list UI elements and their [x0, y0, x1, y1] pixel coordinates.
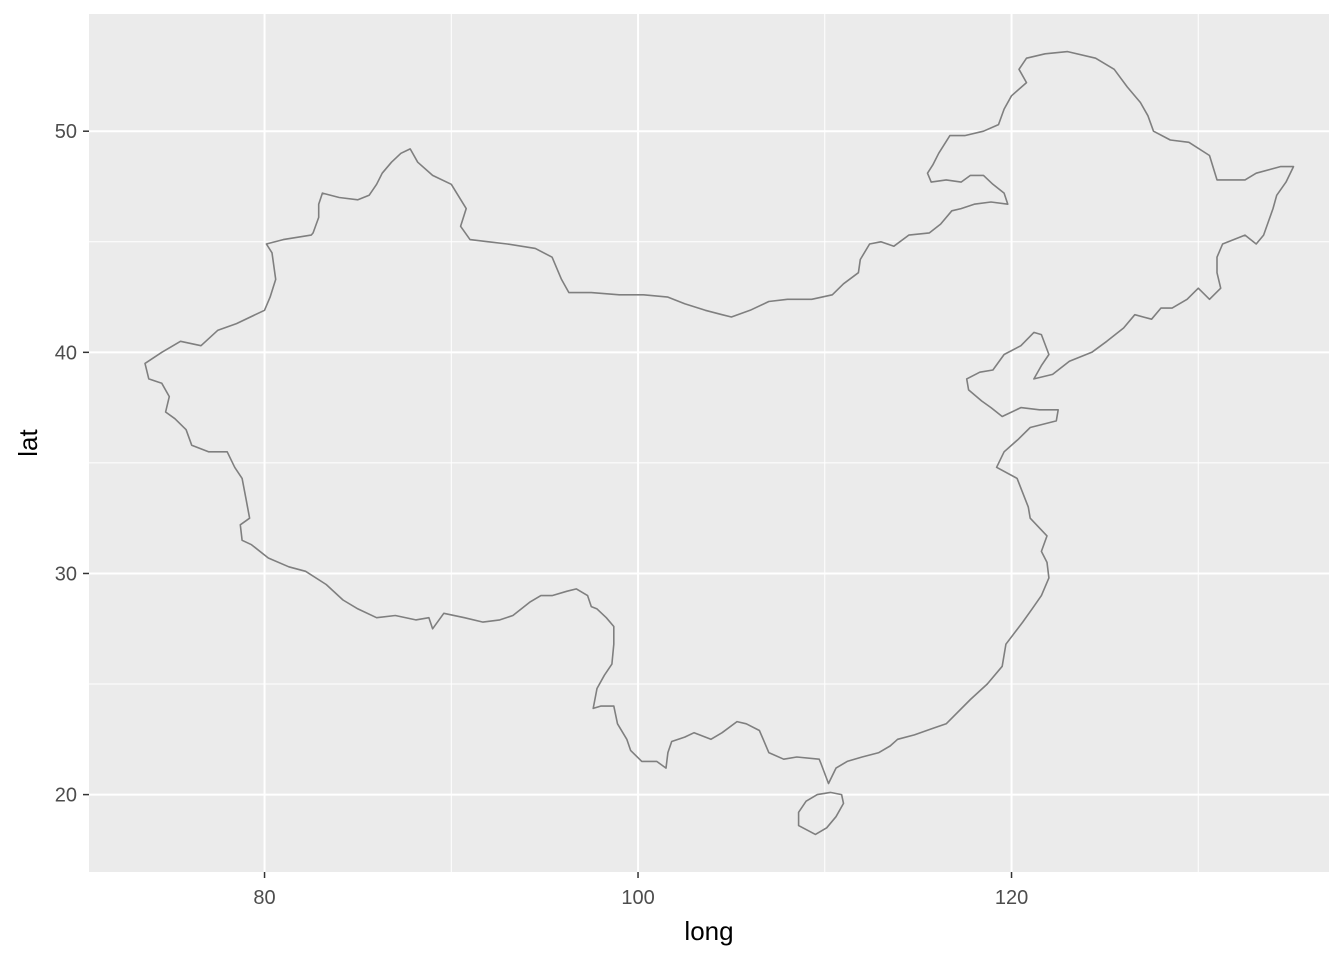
x-tick-label: 120 [995, 887, 1028, 909]
y-tick-label: 40 [55, 342, 77, 364]
y-tick-label: 20 [55, 785, 77, 807]
x-axis-title: long [684, 916, 733, 946]
x-tick-label: 80 [253, 887, 275, 909]
x-axis-ticks: 80 100 120 [253, 872, 1028, 909]
y-tick-label: 50 [55, 121, 77, 143]
y-axis-ticks: 20 30 40 50 [55, 121, 89, 806]
y-axis-title: lat [13, 428, 43, 456]
x-tick-label: 100 [621, 887, 654, 909]
y-tick-label: 30 [55, 563, 77, 585]
plot-panel [89, 14, 1329, 872]
